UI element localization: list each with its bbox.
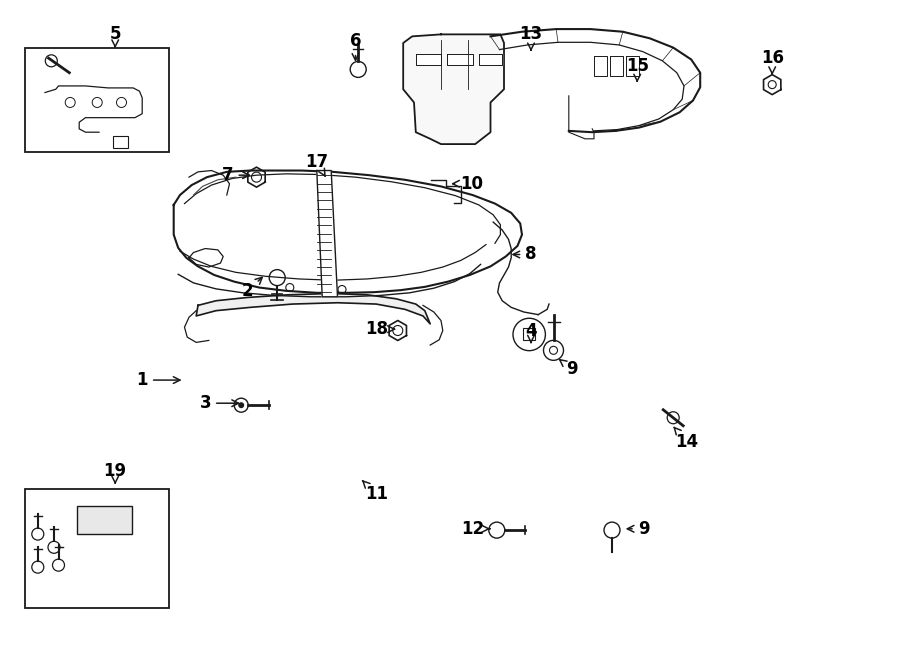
Text: 10: 10 (453, 175, 483, 193)
Text: 15: 15 (626, 57, 649, 81)
Polygon shape (403, 34, 504, 144)
Text: 4: 4 (526, 321, 536, 342)
Text: 13: 13 (519, 25, 543, 50)
Text: 17: 17 (305, 153, 328, 176)
Bar (523, 329, 536, 340)
Bar (25, 48, 169, 152)
Text: 14: 14 (674, 428, 698, 451)
Text: 12: 12 (461, 520, 490, 538)
Text: 19: 19 (104, 461, 127, 483)
Polygon shape (447, 54, 473, 65)
Bar (76, 506, 131, 533)
Polygon shape (594, 56, 607, 76)
Polygon shape (416, 54, 441, 65)
Polygon shape (196, 293, 430, 324)
Text: 7: 7 (222, 166, 249, 184)
Circle shape (92, 97, 103, 108)
Text: 9: 9 (627, 520, 649, 538)
Circle shape (65, 97, 76, 108)
Polygon shape (479, 54, 502, 65)
Circle shape (238, 402, 244, 408)
Text: 9: 9 (560, 360, 577, 378)
Text: 8: 8 (513, 245, 536, 264)
Polygon shape (626, 56, 639, 76)
Polygon shape (610, 56, 623, 76)
Text: 5: 5 (110, 25, 121, 47)
Polygon shape (317, 171, 338, 297)
Text: 11: 11 (363, 481, 388, 504)
Bar (25, 489, 169, 608)
Circle shape (116, 97, 127, 108)
Text: 18: 18 (364, 320, 394, 338)
Text: 16: 16 (760, 49, 784, 73)
Text: 6: 6 (350, 32, 361, 60)
Text: 3: 3 (200, 394, 239, 412)
Text: 2: 2 (242, 278, 262, 300)
Text: 1: 1 (137, 371, 180, 389)
Bar (112, 136, 128, 147)
